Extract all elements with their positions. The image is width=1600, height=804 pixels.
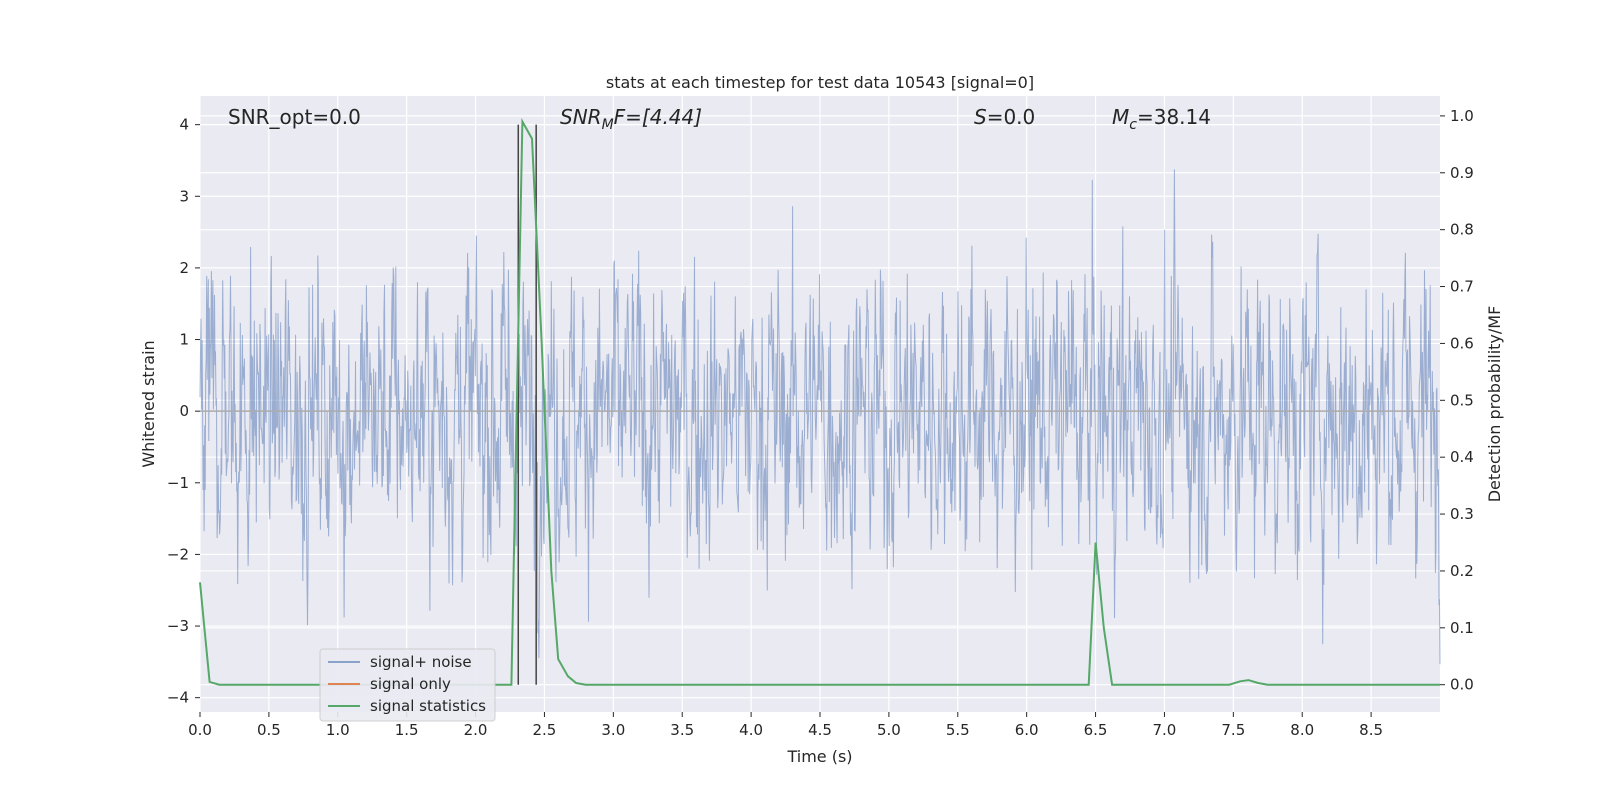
x-tick-label: 6.5 bbox=[1084, 721, 1108, 739]
x-tick-label: 3.5 bbox=[670, 721, 694, 739]
x-tick-label: 1.0 bbox=[326, 721, 350, 739]
y2-tick-label: 0.6 bbox=[1450, 334, 1474, 352]
legend-label-signal-statistics: signal statistics bbox=[370, 697, 486, 715]
y2-tick-label: 0.9 bbox=[1450, 164, 1474, 182]
mc-symbol: M bbox=[1112, 105, 1129, 129]
y-axis-ticks: −4 −3 −2 −1 0 1 2 3 4 bbox=[167, 116, 200, 707]
y2-tick-label: 0.8 bbox=[1450, 221, 1474, 239]
mc-annotation: Mc=38.14 bbox=[1112, 105, 1211, 133]
legend: signal+ noise signal only signal statist… bbox=[319, 648, 496, 722]
x-tick-label: 2.0 bbox=[464, 721, 488, 739]
x-tick-label: 8.5 bbox=[1359, 721, 1383, 739]
signal-noise-line bbox=[199, 169, 1441, 665]
snr-mf-prefix: SNR bbox=[560, 105, 602, 129]
x-tick-label: 6.0 bbox=[1015, 721, 1039, 739]
y-tick-label: 1 bbox=[179, 331, 189, 349]
legend-label-signal-noise: signal+ noise bbox=[370, 653, 472, 671]
x-tick-label: 4.0 bbox=[739, 721, 763, 739]
y2-tick-label: 1.0 bbox=[1450, 107, 1474, 125]
s-symbol: S bbox=[974, 105, 987, 129]
y2-tick-label: 0.3 bbox=[1450, 505, 1474, 523]
snr-opt-annotation: SNR_opt=0.0 bbox=[228, 105, 361, 129]
x-tick-label: 5.5 bbox=[946, 721, 970, 739]
x-tick-label: 8.0 bbox=[1290, 721, 1314, 739]
y-axis-label: Whitened strain bbox=[139, 340, 158, 467]
x-axis-ticks: 0.0 0.5 1.0 1.5 2.0 2.5 3.0 3.5 4.0 4.5 5.0 5.5 6.0 6… bbox=[188, 712, 1383, 739]
y2-tick-label: 0.1 bbox=[1450, 619, 1474, 637]
y-tick-label: 4 bbox=[179, 116, 189, 134]
y2-tick-label: 0.2 bbox=[1450, 562, 1474, 580]
y-tick-label: −1 bbox=[167, 474, 189, 492]
signal-noise-series bbox=[199, 169, 1441, 665]
y2-axis-ticks: 0.0 0.1 0.2 0.3 0.4 0.5 0.6 0.7 0.8 0.9 1.0 bbox=[1440, 107, 1474, 694]
x-tick-label: 7.5 bbox=[1221, 721, 1245, 739]
x-tick-label: 3.0 bbox=[601, 721, 625, 739]
y2-axis-label: Detection probability/MF bbox=[1485, 306, 1504, 503]
mc-sub: c bbox=[1129, 117, 1137, 133]
snr-mf-annotation: SNRMF=[4.44] bbox=[560, 105, 702, 133]
mc-value: =38.14 bbox=[1137, 105, 1211, 129]
snr-mf-suffix: F=[4.44] bbox=[614, 105, 702, 129]
signal-statistics-series bbox=[199, 117, 1440, 686]
y-tick-label: −2 bbox=[167, 545, 189, 563]
x-tick-label: 2.5 bbox=[533, 721, 557, 739]
y2-tick-label: 0.7 bbox=[1450, 278, 1474, 296]
y2-tick-label: 0.5 bbox=[1450, 391, 1474, 409]
y-tick-label: 0 bbox=[179, 402, 189, 420]
legend-label-signal-only: signal only bbox=[370, 675, 451, 693]
x-tick-label: 1.5 bbox=[395, 721, 419, 739]
x-axis-label: Time (s) bbox=[786, 747, 852, 766]
y-tick-label: 3 bbox=[179, 187, 189, 205]
y-tick-label: 2 bbox=[179, 259, 189, 277]
s-value: =0.0 bbox=[987, 105, 1036, 129]
x-tick-label: 7.0 bbox=[1153, 721, 1177, 739]
x-tick-label: 5.0 bbox=[877, 721, 901, 739]
x-tick-label: 0.0 bbox=[188, 721, 212, 739]
y-tick-label: −3 bbox=[167, 617, 189, 635]
x-tick-label: 0.5 bbox=[257, 721, 281, 739]
chart-title: stats at each timestep for test data 105… bbox=[606, 73, 1034, 92]
y-tick-label: −4 bbox=[167, 689, 189, 707]
s-annotation: S=0.0 bbox=[974, 105, 1035, 129]
y2-tick-label: 0.0 bbox=[1450, 676, 1474, 694]
snr-mf-sub: M bbox=[602, 117, 614, 133]
y2-tick-label: 0.4 bbox=[1450, 448, 1474, 466]
x-tick-label: 4.5 bbox=[808, 721, 832, 739]
